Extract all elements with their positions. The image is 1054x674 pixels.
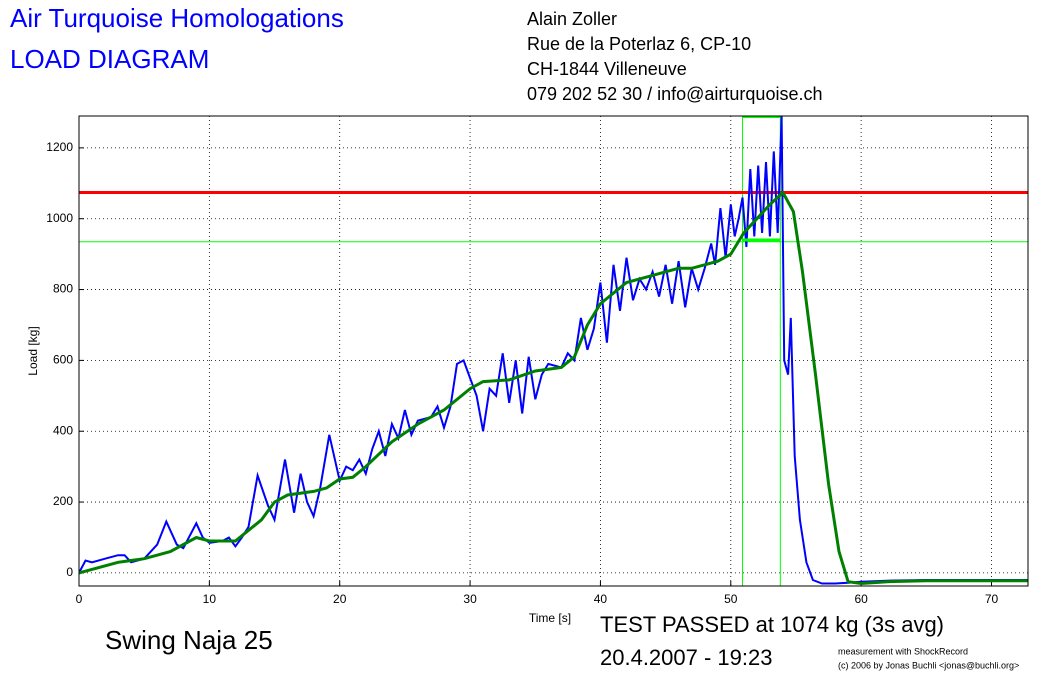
address-line: CH-1844 Villeneuve: [527, 59, 687, 79]
y-tick-label: 800: [53, 282, 73, 296]
address-line: 079 202 52 30 / info@airturquoise.ch: [527, 84, 822, 104]
address-line: Alain Zoller: [527, 9, 617, 29]
x-tick-label: 40: [594, 592, 608, 606]
y-tick-label: 1000: [46, 211, 73, 225]
series-line: [79, 190, 1028, 586]
series-line: [79, 116, 1028, 585]
x-tick-label: 30: [463, 592, 477, 606]
x-tick-label: 20: [333, 592, 347, 606]
y-tick-label: 1200: [46, 140, 73, 154]
date: 20.4.2007 - 19:23: [600, 645, 772, 670]
y-tick-label: 0: [66, 565, 73, 579]
plot-border: [78, 115, 1029, 587]
result: TEST PASSED at 1074 kg (3s avg): [600, 612, 944, 637]
x-tick-label: 60: [854, 592, 868, 606]
plot: 0 10 20 30 40 50 60 70 0 200 400 600 800 1000 1200: [46, 115, 1029, 606]
y-tick-label: 400: [53, 423, 73, 437]
plot-area: [79, 116, 1028, 586]
y-tick-label: 200: [53, 494, 73, 508]
subtitle: LOAD DIAGRAM: [10, 44, 209, 74]
y-axis-label: Load [kg]: [26, 326, 40, 375]
credit: measurement with ShockRecord: [838, 646, 968, 656]
x-tick-label: 50: [724, 592, 738, 606]
series-group: [79, 116, 1028, 586]
x-tick-label: 70: [985, 592, 999, 606]
glider-name: Swing Naja 25: [105, 625, 273, 655]
address-line: Rue de la Poterlaz 6, CP-10: [527, 34, 751, 54]
x-axis-label: Time [s]: [529, 611, 571, 625]
y-tick-label: 600: [53, 353, 73, 367]
x-tick-label: 10: [203, 592, 217, 606]
title: Air Turquoise Homologations: [10, 3, 344, 33]
x-tick-label: 0: [76, 592, 83, 606]
credit: (c) 2006 by Jonas Buchli <jonas@buchli.o…: [838, 660, 1019, 670]
